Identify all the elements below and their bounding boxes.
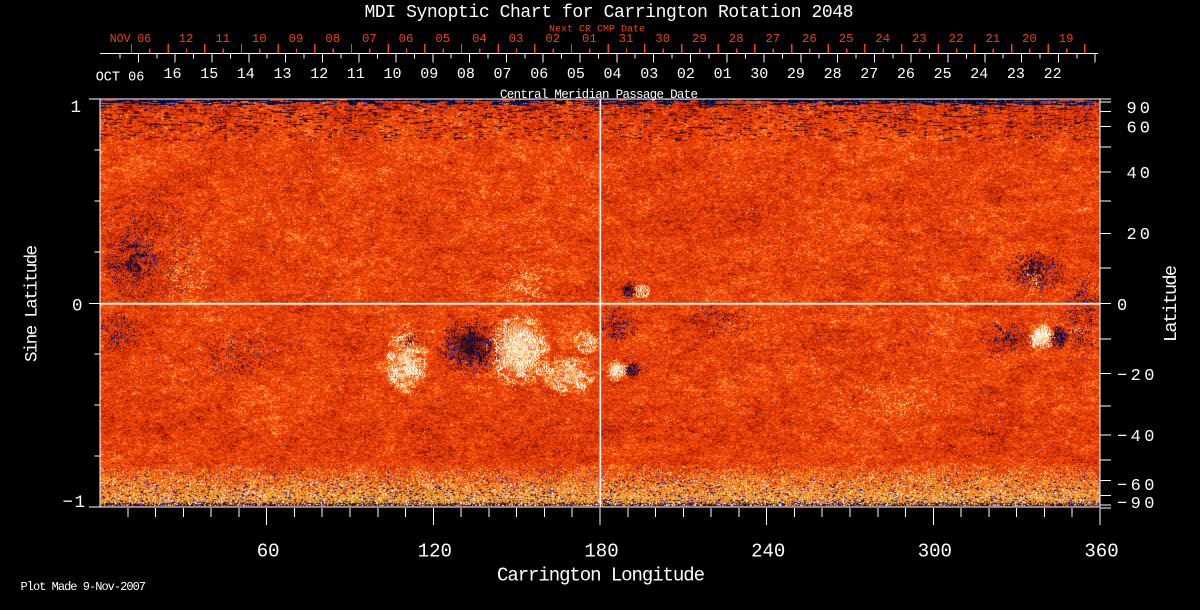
svg-text:24: 24: [970, 66, 988, 83]
svg-text:10: 10: [252, 32, 267, 46]
svg-text:19: 19: [1059, 32, 1074, 46]
svg-text:29: 29: [787, 66, 805, 83]
svg-text:22: 22: [1044, 66, 1062, 83]
svg-text:MDI Synoptic Chart for Carring: MDI Synoptic Chart for Carrington Rotati…: [365, 3, 854, 23]
svg-text:23: 23: [1007, 66, 1025, 83]
svg-text:16: 16: [163, 66, 181, 83]
svg-text:03: 03: [640, 66, 658, 83]
svg-text:05: 05: [435, 32, 450, 46]
svg-text:24: 24: [875, 32, 890, 46]
svg-text:13: 13: [273, 66, 291, 83]
svg-text:Carrington Longitude: Carrington Longitude: [497, 565, 705, 587]
svg-text:01: 01: [582, 32, 597, 46]
svg-text:NOV 06: NOV 06: [110, 33, 152, 46]
svg-text:0: 0: [72, 297, 83, 317]
svg-text:180: 180: [584, 541, 618, 563]
svg-text:90: 90: [1127, 100, 1151, 119]
svg-text:06: 06: [530, 66, 548, 83]
svg-text:02: 02: [677, 66, 695, 83]
svg-text:29: 29: [692, 32, 707, 46]
svg-text:09: 09: [420, 66, 438, 83]
svg-text:11: 11: [215, 32, 230, 46]
svg-text:08: 08: [457, 66, 475, 83]
svg-text:360: 360: [1084, 541, 1118, 563]
svg-text:Next CR CMP Date: Next CR CMP Date: [549, 25, 645, 36]
svg-text:02: 02: [545, 32, 560, 46]
svg-text:120: 120: [418, 541, 452, 563]
svg-text:31: 31: [619, 32, 634, 46]
svg-text:30: 30: [750, 66, 768, 83]
svg-text:−40: −40: [1117, 428, 1155, 447]
svg-text:60: 60: [257, 541, 280, 563]
svg-text:−20: −20: [1117, 367, 1155, 386]
svg-text:Central Meridian Passage Date: Central Meridian Passage Date: [500, 88, 698, 102]
svg-text:−1: −1: [63, 493, 86, 513]
svg-text:Plot Made 9-Nov-2007: Plot Made 9-Nov-2007: [21, 580, 147, 594]
svg-text:26: 26: [802, 32, 817, 46]
svg-text:07: 07: [493, 66, 511, 83]
svg-text:12: 12: [310, 66, 328, 83]
svg-text:04: 04: [472, 32, 487, 46]
svg-text:−60: −60: [1117, 477, 1155, 496]
svg-text:20: 20: [1022, 32, 1037, 46]
svg-text:30: 30: [655, 32, 670, 46]
svg-text:28: 28: [729, 32, 744, 46]
svg-text:−90: −90: [1117, 495, 1155, 514]
svg-text:OCT 06: OCT 06: [96, 71, 145, 86]
svg-text:22: 22: [949, 32, 964, 46]
svg-text:21: 21: [985, 32, 1000, 46]
svg-text:14: 14: [237, 66, 255, 83]
svg-text:25: 25: [839, 32, 854, 46]
svg-text:26: 26: [897, 66, 915, 83]
svg-text:25: 25: [934, 66, 952, 83]
svg-text:10: 10: [383, 66, 401, 83]
svg-text:07: 07: [362, 32, 377, 46]
svg-text:12: 12: [179, 32, 194, 46]
svg-text:01: 01: [714, 66, 732, 83]
svg-text:300: 300: [918, 541, 952, 563]
svg-text:Sine Latitude: Sine Latitude: [23, 245, 43, 362]
svg-text:28: 28: [824, 66, 842, 83]
svg-text:27: 27: [765, 32, 780, 46]
svg-text:03: 03: [509, 32, 524, 46]
svg-text:240: 240: [751, 541, 785, 563]
svg-text:05: 05: [567, 66, 585, 83]
svg-text:23: 23: [912, 32, 927, 46]
svg-text:40: 40: [1127, 165, 1151, 184]
svg-text:15: 15: [200, 66, 218, 83]
svg-text:04: 04: [603, 66, 621, 83]
svg-text:20: 20: [1127, 226, 1151, 245]
svg-text:60: 60: [1127, 119, 1151, 138]
svg-text:1: 1: [70, 98, 81, 118]
svg-text:11: 11: [347, 66, 365, 83]
svg-text:08: 08: [325, 32, 340, 46]
svg-text:06: 06: [399, 32, 414, 46]
svg-text:09: 09: [289, 32, 304, 46]
svg-text:27: 27: [860, 66, 878, 83]
svg-text:0: 0: [1117, 297, 1127, 316]
svg-text:Latitude: Latitude: [1161, 265, 1182, 342]
